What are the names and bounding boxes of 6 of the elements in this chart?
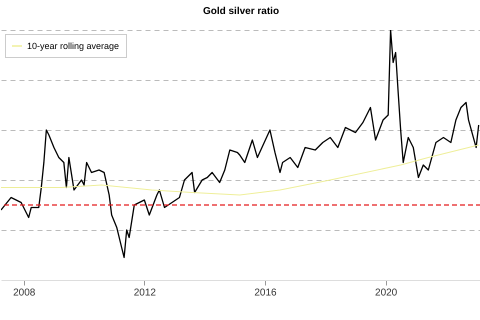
- x-tick-label: 2008: [13, 288, 36, 298]
- x-tick-label: 2020: [375, 288, 398, 298]
- x-tick-label: 2016: [254, 288, 278, 298]
- chart-title: Gold silver ratio: [202, 6, 280, 17]
- x-tick-label: 2012: [134, 288, 156, 298]
- legend-label: 10-year rolling average: [27, 41, 120, 51]
